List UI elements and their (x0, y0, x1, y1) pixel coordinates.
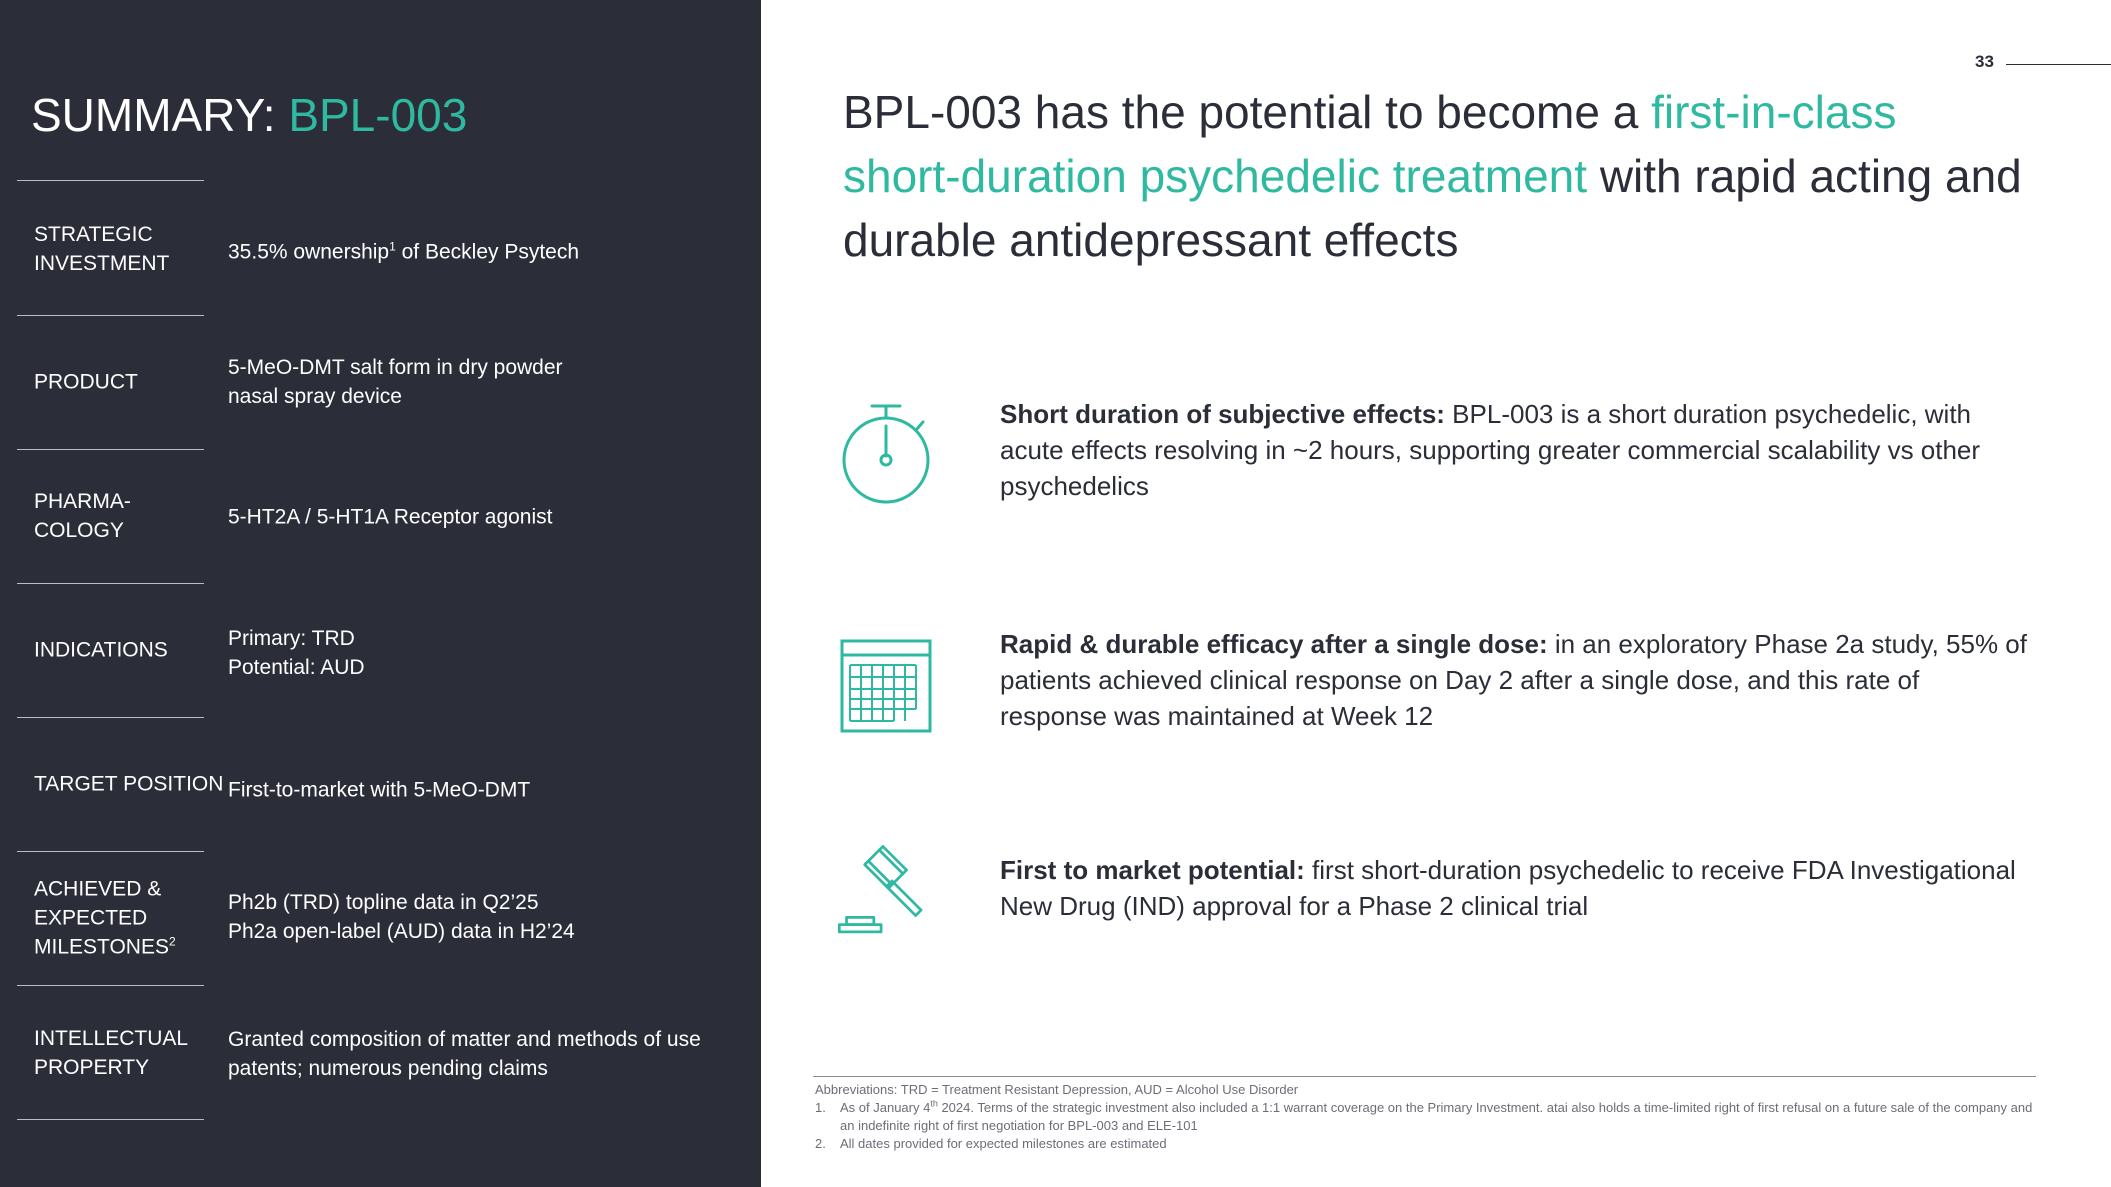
divider (17, 1119, 204, 1120)
footnote-rule (813, 1076, 2036, 1077)
calendar-icon (840, 639, 932, 733)
summary-title: SUMMARY: BPL-003 (31, 89, 468, 141)
footnotes: Abbreviations: TRD = Treatment Resistant… (815, 1081, 2035, 1153)
divider (17, 851, 204, 852)
row-value-intellectual-property: Granted composition of matter and method… (228, 1028, 701, 1080)
divider (17, 985, 204, 986)
row-value-target-position: First-to-market with 5-MeO-DMT (228, 778, 531, 802)
gavel-icon (837, 845, 923, 934)
row-value-pharmacology: 5-HT2A / 5-HT1A Receptor agonist (228, 505, 553, 529)
row-value-milestones: Ph2b (TRD) topline data in Q2’25 Ph2a ope… (228, 891, 575, 943)
row-label-milestones: ACHIEVED & EXPECTED MILESTONES2 (34, 877, 176, 959)
row-label-intellectual-property: INTELLECTUAL PROPERTY (34, 1027, 189, 1079)
divider (17, 180, 204, 181)
row-value-indications: Primary: TRD Potential: AUD (228, 627, 365, 679)
summary-panel: SUMMARY: BPL-003 STRATEGIC INVESTMENT 35.… (0, 0, 761, 1187)
abbreviations: Abbreviations: TRD = Treatment Resistant… (815, 1082, 1299, 1097)
row-label-indications: INDICATIONS (34, 638, 168, 662)
row-label-pharmacology: PHARMA- COLOGY (34, 490, 131, 542)
row-label-product: PRODUCT (34, 370, 138, 394)
row-label-target-position: TARGET POSITION (34, 772, 224, 796)
footnote-2: 2. All dates provided for expected milest… (815, 1136, 1167, 1151)
feature-first-to-market: First to market potential: first short-d… (1000, 855, 2016, 921)
feature-rapid-efficacy: Rapid & durable efficacy after a single … (1000, 629, 2027, 731)
row-label-strategic-investment: STRATEGIC INVESTMENT (34, 223, 170, 275)
divider (17, 315, 204, 316)
headline: BPL-003 has the potential to become a fi… (843, 86, 2022, 266)
divider (17, 717, 204, 718)
divider (17, 449, 204, 450)
stopwatch-icon (842, 404, 930, 504)
page-number-rule (2006, 64, 2111, 65)
row-value-strategic-investment: 35.5% ownership1 of Beckley Psytech (228, 239, 580, 264)
page-number: 33 (1975, 52, 1994, 71)
divider (17, 583, 204, 584)
feature-short-duration: Short duration of subjective effects: BP… (1000, 399, 1981, 501)
row-value-product: 5-MeO-DMT salt form in dry powder nasal s… (228, 356, 563, 408)
footnote-1: 1. As of January 4th 2024. Terms of the s… (815, 1098, 2033, 1133)
